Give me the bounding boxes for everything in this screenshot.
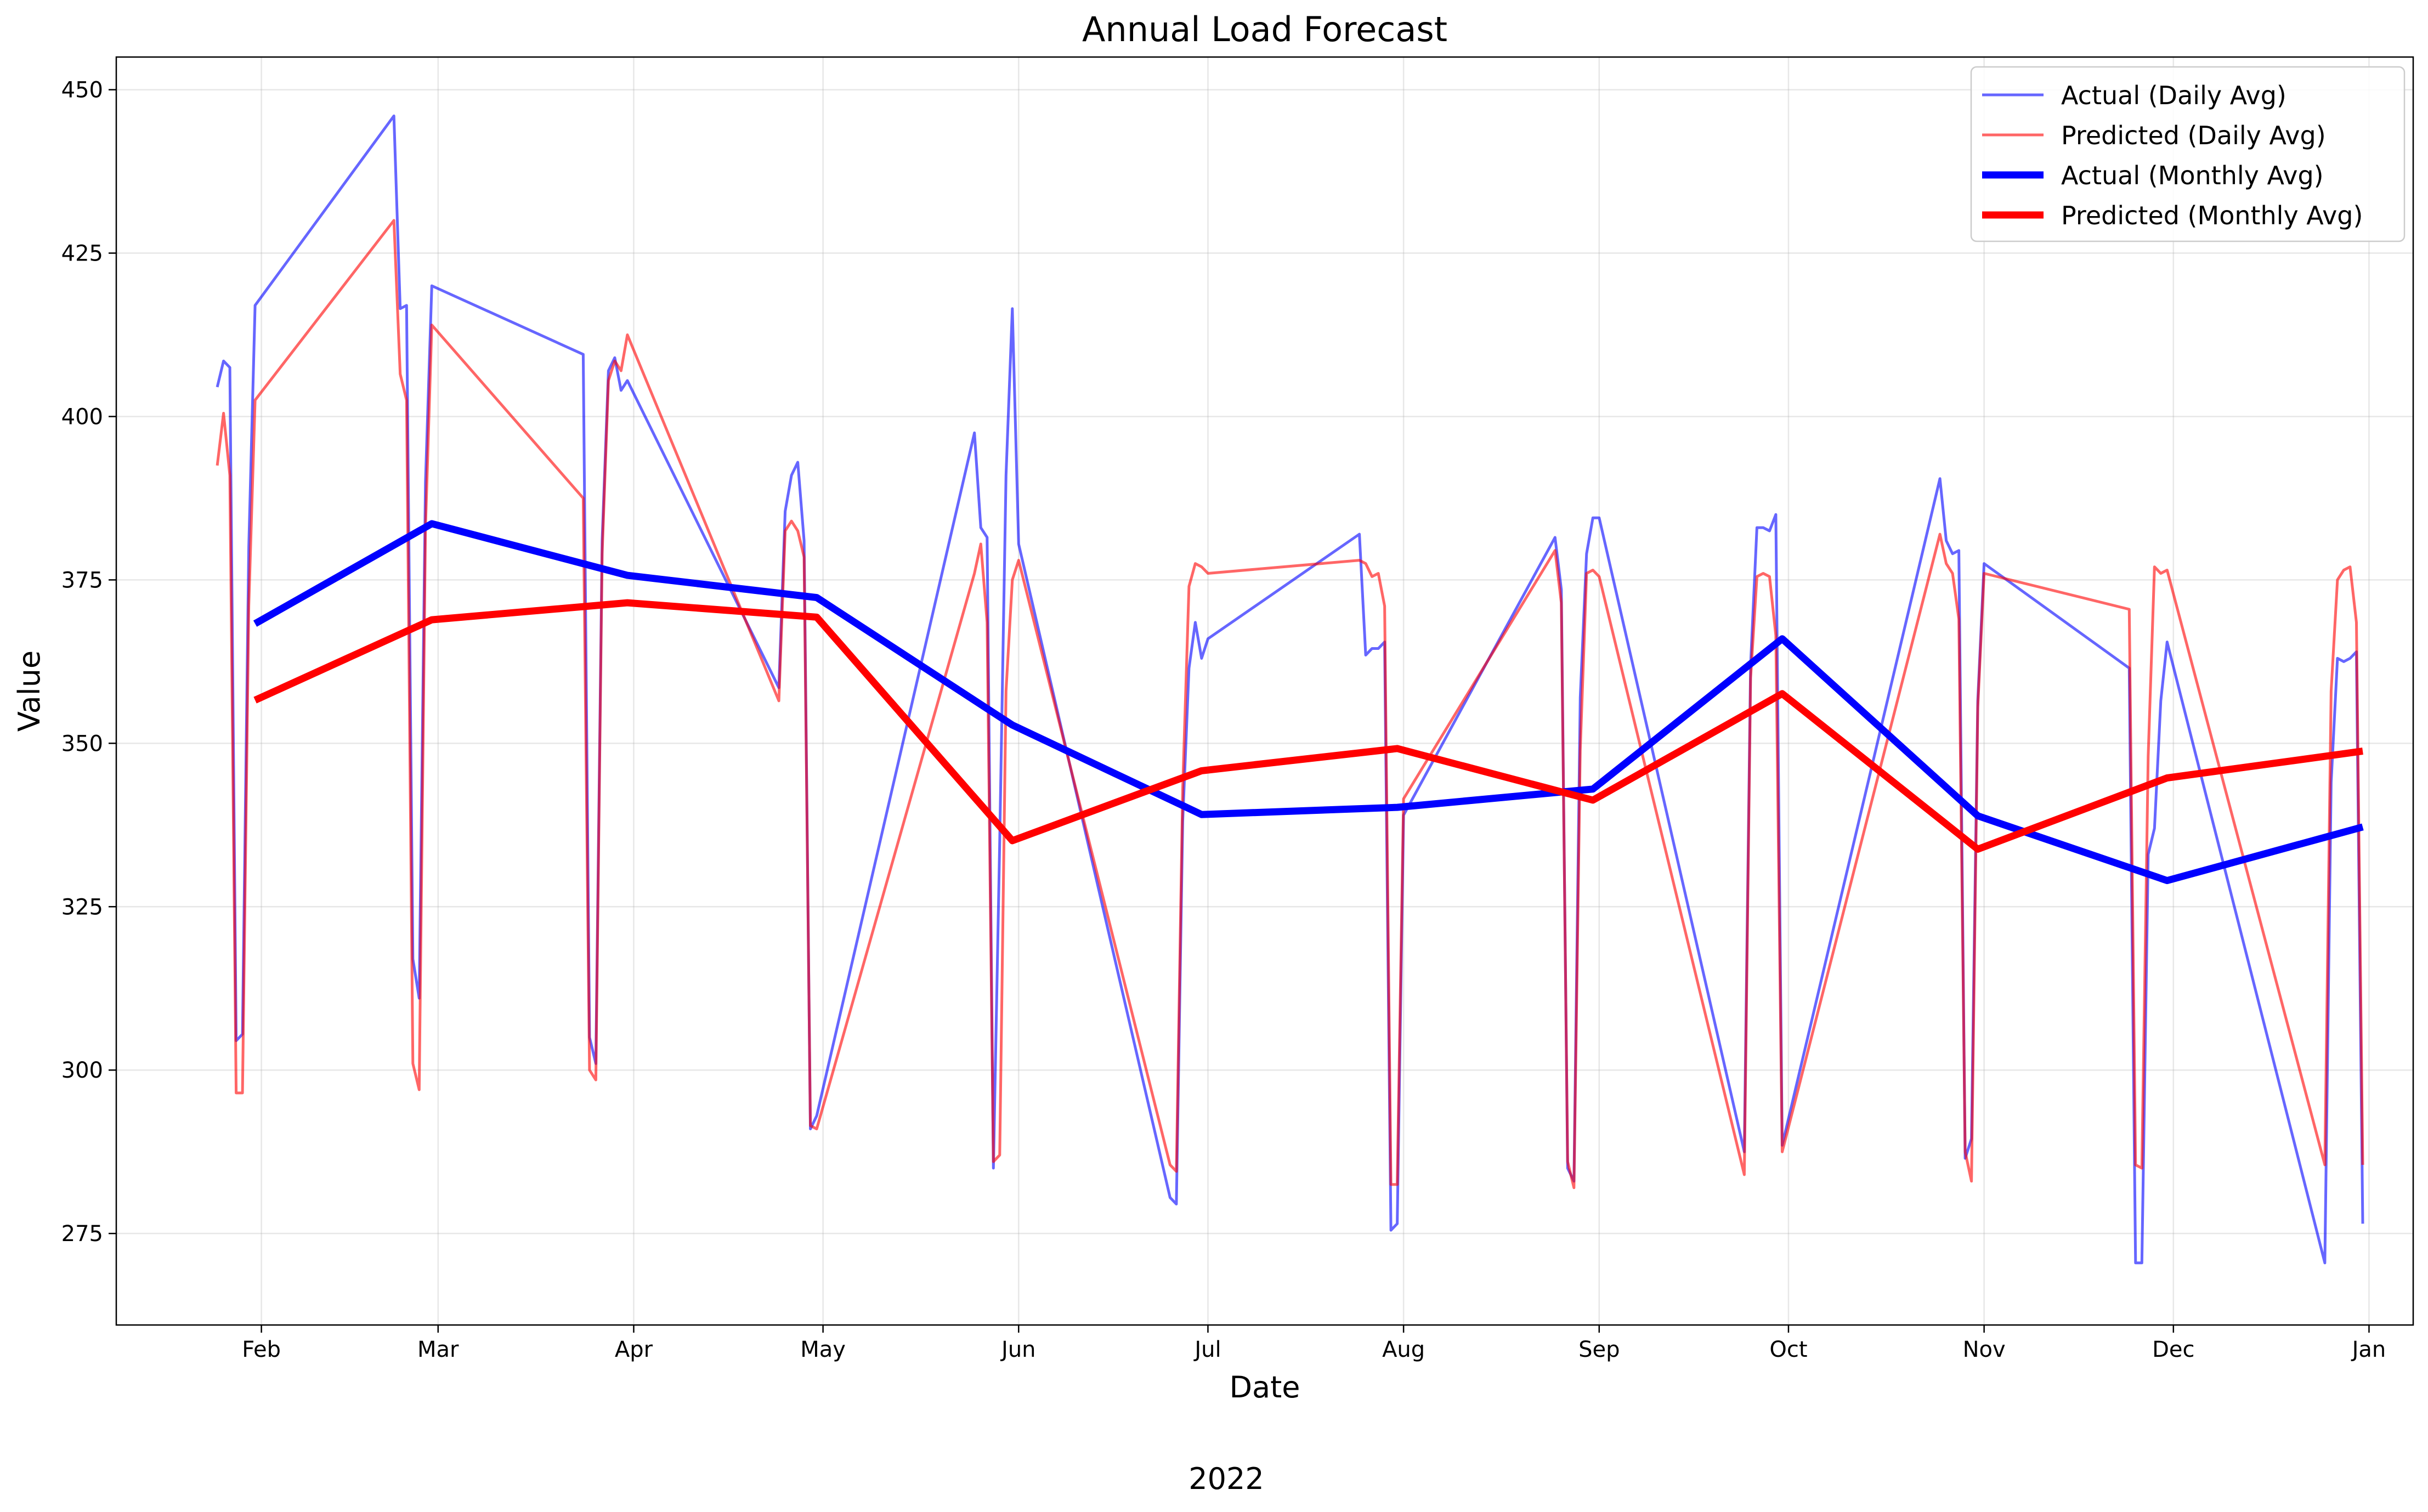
legend-label-actual-monthly-avg: Actual (Monthly Avg): [2061, 161, 2324, 190]
y-tick-label-425: 425: [61, 241, 103, 267]
x-tick-label-dec: Dec: [2152, 1337, 2194, 1362]
y-tick-label-450: 450: [61, 78, 103, 103]
y-tick-label-325: 325: [61, 894, 103, 920]
x-tick-label-oct: Oct: [1769, 1337, 1807, 1362]
y-tick-label-275: 275: [61, 1221, 103, 1247]
legend: Actual (Daily Avg) Predicted (Daily Avg) A…: [1970, 66, 2406, 242]
y-tick-label-350: 350: [61, 731, 103, 756]
y-tick-label-375: 375: [61, 568, 103, 593]
daily-series: [216, 114, 2364, 1265]
year-label: 2022: [1188, 1462, 1264, 1496]
legend-label-actual-daily-avg: Actual (Daily Avg): [2061, 81, 2286, 110]
x-tick-label-may: May: [800, 1337, 846, 1362]
x-tick-label-apr: Apr: [615, 1337, 653, 1362]
y-tick-label-400: 400: [61, 404, 103, 429]
x-tick-label-feb: Feb: [242, 1337, 281, 1362]
series-line-predicted-monthly-avg: [253, 599, 2363, 853]
series-line-actual-monthly-avg: [253, 520, 2364, 885]
legend-box: [1970, 66, 2406, 242]
x-tick-label-mar: Mar: [417, 1337, 459, 1362]
x-tick-label-jul: Jul: [1193, 1337, 1221, 1362]
legend-label-predicted-monthly-avg: Predicted (Monthly Avg): [2061, 201, 2363, 230]
x-axis-ticks: Feb Mar Apr May Jun Jul Aug Sep Oct Nov Dec Jan: [242, 1325, 2386, 1362]
y-tick-label-300: 300: [61, 1058, 103, 1083]
y-axis-label: Value: [12, 650, 47, 732]
legend-label-predicted-daily-avg: Predicted (Daily Avg): [2061, 121, 2326, 150]
y-axis-ticks: 275 300 325 350 375 400 425 450: [61, 78, 116, 1247]
x-tick-label-sep: Sep: [1578, 1337, 1620, 1362]
plot-frame: [115, 56, 2414, 1326]
x-tick-label-jan: Jan: [2351, 1337, 2386, 1362]
x-tick-label-jun: Jun: [1000, 1337, 1036, 1362]
monthly-series: [253, 520, 2364, 885]
series-line-predicted-daily-avg: [216, 219, 2364, 1190]
x-axis-label: Date: [1229, 1370, 1300, 1405]
chart-title: Annual Load Forecast: [1082, 9, 1447, 49]
x-tick-label-nov: Nov: [1963, 1337, 2006, 1362]
x-tick-label-aug: Aug: [1382, 1337, 1425, 1362]
